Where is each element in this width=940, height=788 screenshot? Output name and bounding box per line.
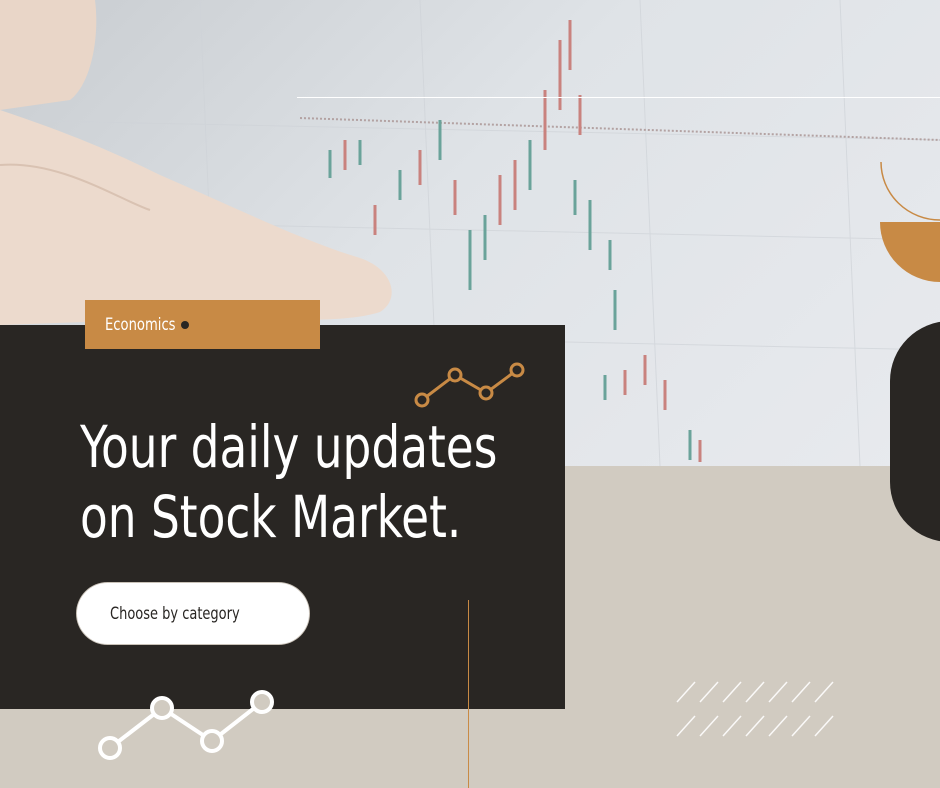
half-disc-shape [880, 222, 940, 282]
category-tag: Economics [85, 300, 320, 349]
diagonal-lines-icon [676, 681, 834, 737]
trend-line-icon [98, 690, 274, 760]
half-ring-shape [880, 162, 940, 221]
headline-line-1: Your daily updates [80, 413, 498, 481]
page-title: Your daily updates on Stock Market. [80, 412, 560, 552]
vertical-accent-line [468, 600, 469, 788]
trend-line-icon [414, 362, 525, 408]
choose-category-button[interactable]: Choose by category [77, 583, 309, 644]
choose-category-button-label: Choose by category [110, 603, 240, 624]
category-tag-label: Economics [105, 314, 176, 335]
dark-pill-shape [890, 321, 940, 542]
headline-card [0, 325, 565, 709]
divider-line [297, 97, 940, 98]
headline-line-2: on Stock Market. [80, 483, 462, 551]
dot-icon [181, 320, 190, 329]
